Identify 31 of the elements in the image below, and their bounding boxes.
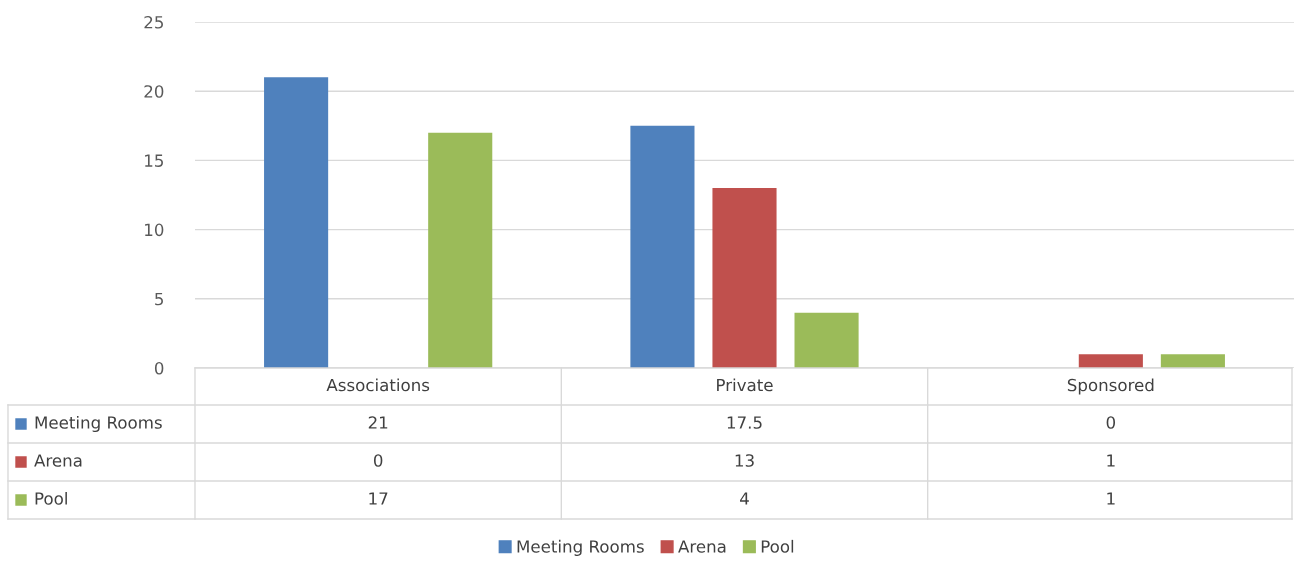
x-tick-label: Sponsored (1067, 378, 1154, 395)
data-label: 17 (369, 492, 388, 505)
legend-label: Meeting Rooms (35, 415, 162, 433)
y-tick-label: 5 (155, 292, 163, 306)
y-tick-label: 10 (145, 223, 164, 237)
bar (630, 125, 695, 368)
data-label: 1 (1107, 492, 1115, 505)
data-label: 21 (368, 416, 388, 429)
data-label: 4 (740, 492, 749, 505)
y-tick-label: 15 (145, 154, 163, 167)
bar (1160, 354, 1225, 368)
bar (794, 312, 859, 368)
bar (264, 77, 329, 368)
x-tick-label: Associations (326, 378, 430, 392)
legend-label: Pool (761, 539, 794, 553)
data-label: 0 (1106, 416, 1116, 429)
data-label: 0 (373, 454, 383, 467)
y-tick-label: 25 (144, 15, 163, 29)
legend-label: Arena (678, 540, 726, 553)
bar (712, 188, 777, 368)
text: Pool (35, 491, 67, 505)
text: Meeting Rooms (517, 539, 644, 556)
y-tick-label: 20 (144, 85, 164, 98)
y-tick-label: 0 (154, 361, 164, 375)
data-label: 17.5 (727, 416, 762, 429)
x-tick-label: Private (717, 378, 773, 392)
data-label: 1 (1107, 454, 1115, 467)
data-label: 13 (735, 454, 754, 467)
bar (1078, 354, 1143, 368)
text: Arena (34, 454, 82, 467)
bar (428, 132, 493, 368)
